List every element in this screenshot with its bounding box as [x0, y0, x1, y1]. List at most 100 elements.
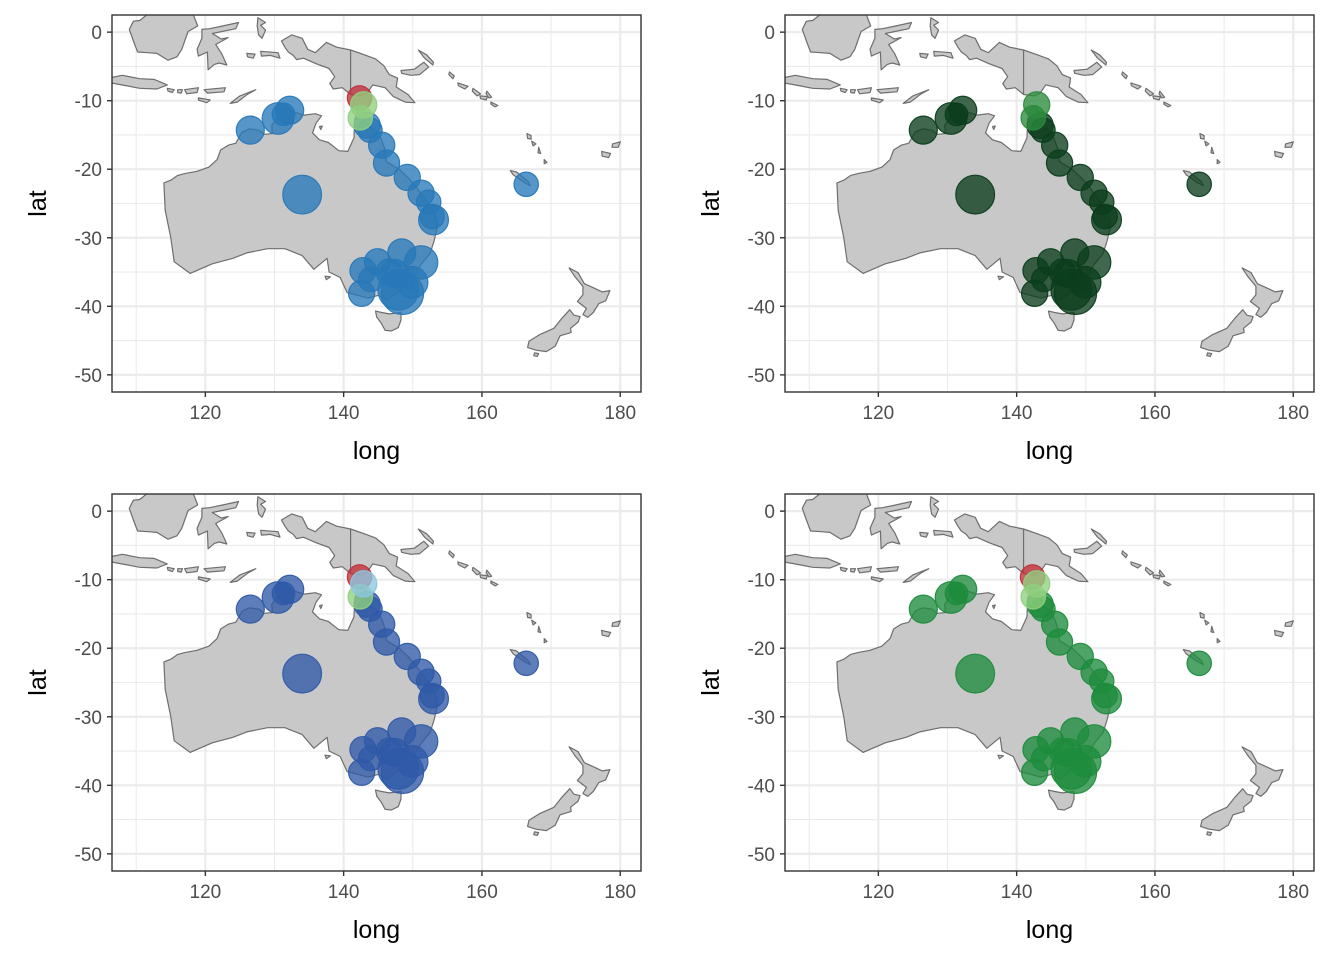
landmass	[374, 789, 402, 811]
site-point	[282, 653, 323, 694]
landmass	[850, 568, 857, 573]
landmass	[128, 494, 199, 540]
landmass	[1206, 352, 1213, 357]
site-point	[1020, 279, 1049, 307]
landmass	[485, 569, 493, 578]
site-point	[282, 174, 323, 215]
y-tick-label: -40	[748, 297, 775, 318]
landmass	[1144, 566, 1155, 576]
site-point	[1092, 203, 1118, 230]
site-point	[955, 653, 996, 694]
landmass	[177, 568, 184, 573]
landmass	[184, 566, 199, 574]
y-tick-label: -40	[75, 776, 102, 797]
landmass	[543, 159, 548, 165]
y-tick-label: -40	[748, 776, 775, 797]
landmass	[197, 97, 211, 104]
landmass	[533, 352, 540, 357]
landmass	[527, 309, 581, 353]
site-point	[1092, 682, 1118, 709]
landmass	[526, 612, 532, 619]
x-axis-title: long	[353, 916, 400, 944]
y-tick-label: -10	[748, 571, 775, 592]
x-tick-label: 140	[328, 403, 360, 424]
x-axis-title: long	[1026, 437, 1073, 465]
site-point	[419, 203, 445, 230]
landmass	[417, 49, 435, 66]
y-axis-title: lat	[697, 190, 725, 216]
y-tick-label: 0	[764, 502, 775, 523]
site-point	[380, 271, 425, 316]
y-tick-label: -20	[748, 160, 775, 181]
y-tick-label: -20	[75, 160, 102, 181]
landmass	[876, 566, 899, 573]
landmass	[1090, 528, 1108, 545]
x-tick-label: 160	[1139, 882, 1171, 903]
site-point	[513, 171, 540, 198]
landmass	[919, 531, 929, 538]
landmass	[400, 540, 430, 555]
landmass	[533, 831, 540, 836]
site-point	[1186, 650, 1213, 677]
landmass	[184, 87, 199, 95]
map-panel-top-right: 120 140 160 180 0 -10 -20 -30 -40 -50 long lat	[697, 14, 1315, 465]
landmass	[601, 629, 612, 638]
landmass	[1284, 620, 1294, 627]
x-tick-label: 180	[1277, 882, 1309, 903]
landmass	[857, 87, 872, 95]
x-axis-title: long	[353, 437, 400, 465]
site-point	[419, 682, 445, 709]
landmass	[166, 87, 175, 94]
landmass	[785, 74, 841, 90]
landmass	[485, 90, 493, 99]
x-tick-label: 180	[604, 403, 636, 424]
landmass	[1199, 612, 1205, 619]
landmass	[324, 754, 332, 760]
x-tick-label: 120	[190, 882, 222, 903]
landmass	[260, 50, 281, 59]
landmass	[1130, 561, 1142, 569]
landmass	[1199, 133, 1205, 140]
map-panel-bottom-left: 120 140 160 180 0 -10 -20 -30 -40 -50 long lat	[24, 493, 642, 944]
panel-border	[784, 493, 1315, 872]
landmass	[1200, 788, 1254, 832]
x-axis-title: long	[1026, 916, 1073, 944]
landmass	[568, 267, 611, 318]
y-tick-label: -20	[748, 639, 775, 660]
y-axis-title: lat	[24, 190, 52, 216]
landmass	[1144, 87, 1155, 97]
y-tick-label: 0	[91, 23, 102, 44]
landmass	[839, 566, 848, 573]
landmass	[256, 17, 267, 39]
y-tick-label: -30	[75, 229, 102, 250]
site-point	[908, 594, 938, 624]
landmass	[902, 568, 930, 583]
landmass	[839, 87, 848, 94]
landmass	[850, 89, 857, 94]
landmass	[1241, 267, 1284, 318]
landmass	[902, 89, 930, 104]
site-point	[1045, 628, 1074, 656]
y-axis-title: lat	[697, 669, 725, 695]
site-point	[1186, 171, 1213, 198]
landmass	[869, 21, 913, 71]
landmass	[870, 97, 884, 104]
site-point	[1053, 750, 1098, 795]
landmass	[1284, 141, 1294, 148]
landmass	[1200, 309, 1254, 353]
landmass	[1073, 540, 1103, 555]
y-axis-title: lat	[24, 669, 52, 695]
landmass	[929, 17, 940, 39]
landmass	[318, 125, 323, 131]
x-tick-label: 160	[466, 882, 498, 903]
site-point	[955, 174, 996, 215]
y-tick-label: -50	[748, 845, 775, 866]
landmass	[1204, 140, 1210, 147]
landmass	[280, 34, 416, 104]
landmass	[919, 52, 929, 59]
landmass	[857, 566, 872, 574]
landmass	[1216, 638, 1221, 644]
landmass	[1163, 101, 1172, 108]
landmass	[1121, 550, 1128, 559]
